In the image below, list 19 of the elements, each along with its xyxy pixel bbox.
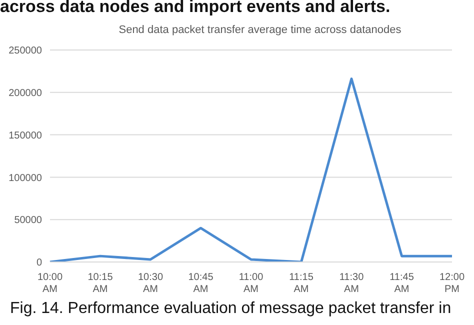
x-tick-label: 11:30 AM (339, 272, 364, 295)
x-tick-label: 10:45 AM (188, 272, 214, 295)
x-tick-label: 11:45 AM (390, 272, 414, 295)
x-tick-label: 10:15 AM (88, 272, 114, 295)
chart-title: Send data packet transfer average time across datanodes (118, 24, 402, 36)
x-tick-label: 10:30 AM (138, 272, 164, 295)
x-tick-label: 10:00 AM (37, 272, 63, 295)
x-tick-label: 12:00 PM (439, 272, 465, 295)
x-tick-label: 11:15 AM (289, 272, 314, 295)
text: across data nodes and import events and alerts. (0, 0, 390, 17)
y-tick-label: 50000 (14, 215, 42, 226)
y-tick-label: 0 (36, 258, 42, 269)
x-tick-label: 11:00 AM (238, 272, 264, 295)
y-tick-label: 150000 (8, 130, 42, 142)
y-tick-label: 100000 (8, 172, 42, 184)
y-tick-label: 200000 (8, 88, 42, 99)
line-series (48, 78, 454, 262)
y-tick-label: 250000 (8, 46, 42, 57)
caption: Fig. 14. Performance evaluation of message packet transfer in (10, 300, 452, 318)
